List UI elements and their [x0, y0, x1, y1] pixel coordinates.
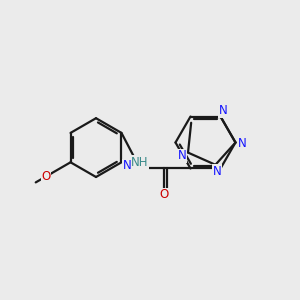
Text: O: O [41, 170, 51, 183]
Text: O: O [160, 188, 169, 201]
Text: N: N [178, 149, 187, 162]
Text: N: N [212, 165, 221, 178]
Text: NH: NH [131, 156, 149, 169]
Text: N: N [238, 137, 246, 150]
Text: N: N [219, 104, 228, 117]
Text: N: N [123, 159, 132, 172]
